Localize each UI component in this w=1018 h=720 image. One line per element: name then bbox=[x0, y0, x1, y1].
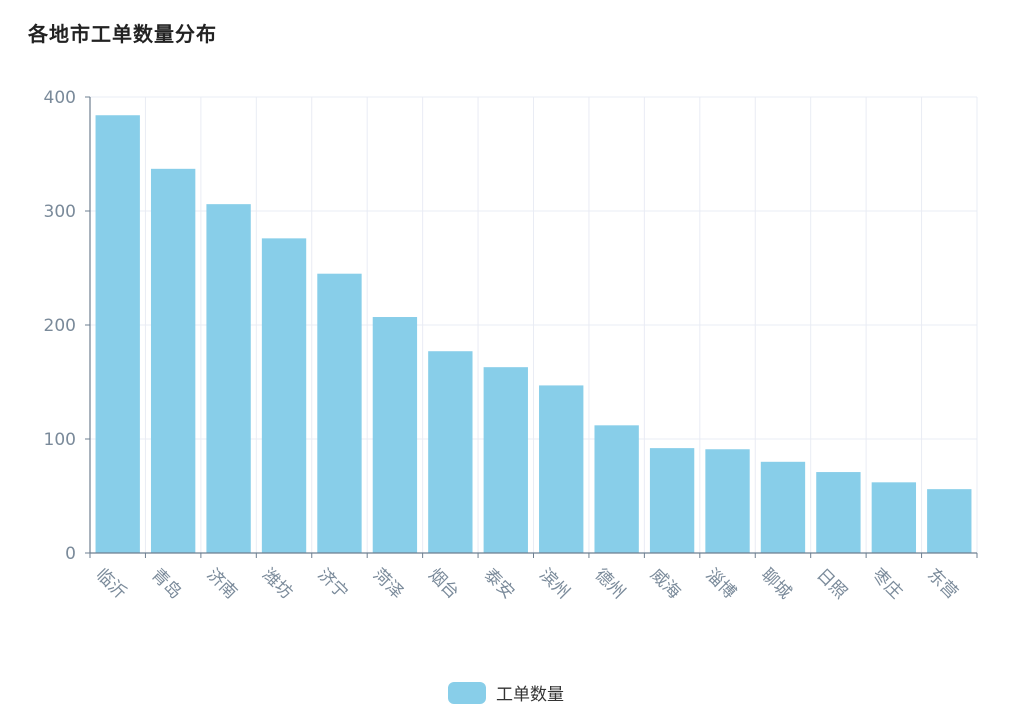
x-tick-label: 临沂 bbox=[92, 565, 130, 603]
x-tick-label: 聊城 bbox=[757, 565, 795, 603]
bar-济宁[interactable] bbox=[317, 273, 362, 553]
bar-聊城[interactable] bbox=[760, 461, 806, 553]
x-tick-label: 青岛 bbox=[147, 565, 185, 603]
bar-潍坊[interactable] bbox=[261, 238, 307, 554]
x-tick-label: 东营 bbox=[923, 565, 961, 603]
y-tick-label: 200 bbox=[44, 316, 76, 336]
x-tick-label: 威海 bbox=[646, 565, 684, 603]
legend-label: 工单数量 bbox=[496, 685, 564, 705]
bar-东营[interactable] bbox=[927, 489, 972, 553]
bars-layer bbox=[95, 115, 972, 554]
bar-临沂[interactable] bbox=[95, 115, 140, 554]
x-tick-label: 烟台 bbox=[424, 565, 462, 603]
bar-泰安[interactable] bbox=[483, 367, 528, 553]
x-tick-label: 滨州 bbox=[535, 565, 573, 603]
y-tick-label: 300 bbox=[44, 202, 76, 222]
bar-青岛[interactable] bbox=[150, 168, 196, 553]
bar-枣庄[interactable] bbox=[871, 482, 917, 553]
bar-日照[interactable] bbox=[816, 472, 861, 553]
chart-legend[interactable]: 工单数量 bbox=[448, 680, 564, 705]
bar-滨州[interactable] bbox=[539, 385, 584, 553]
bar-菏泽[interactable] bbox=[372, 317, 418, 553]
y-tick-label: 100 bbox=[44, 430, 76, 450]
chart-title: 各地市工单数量分布 bbox=[28, 22, 217, 46]
x-tick-label: 淄博 bbox=[702, 565, 740, 603]
bar-威海[interactable] bbox=[649, 448, 695, 553]
x-tick-label: 德州 bbox=[591, 565, 629, 603]
x-tick-label: 日照 bbox=[812, 565, 850, 603]
axis-layer bbox=[85, 96, 978, 558]
bar-济南[interactable] bbox=[206, 204, 251, 553]
x-tick-label: 济南 bbox=[203, 565, 241, 603]
x-tick-label: 潍坊 bbox=[258, 565, 296, 603]
bar-烟台[interactable] bbox=[428, 351, 473, 553]
x-tick-label: 济宁 bbox=[313, 565, 351, 603]
legend-swatch bbox=[448, 681, 486, 704]
x-tick-label: 泰安 bbox=[480, 565, 518, 603]
y-tick-label: 0 bbox=[65, 544, 76, 564]
bar-淄博[interactable] bbox=[705, 449, 750, 553]
x-tick-label: 菏泽 bbox=[369, 565, 407, 603]
y-tick-label: 400 bbox=[44, 88, 76, 108]
x-tick-label: 枣庄 bbox=[868, 565, 906, 603]
bar-德州[interactable] bbox=[594, 425, 639, 553]
